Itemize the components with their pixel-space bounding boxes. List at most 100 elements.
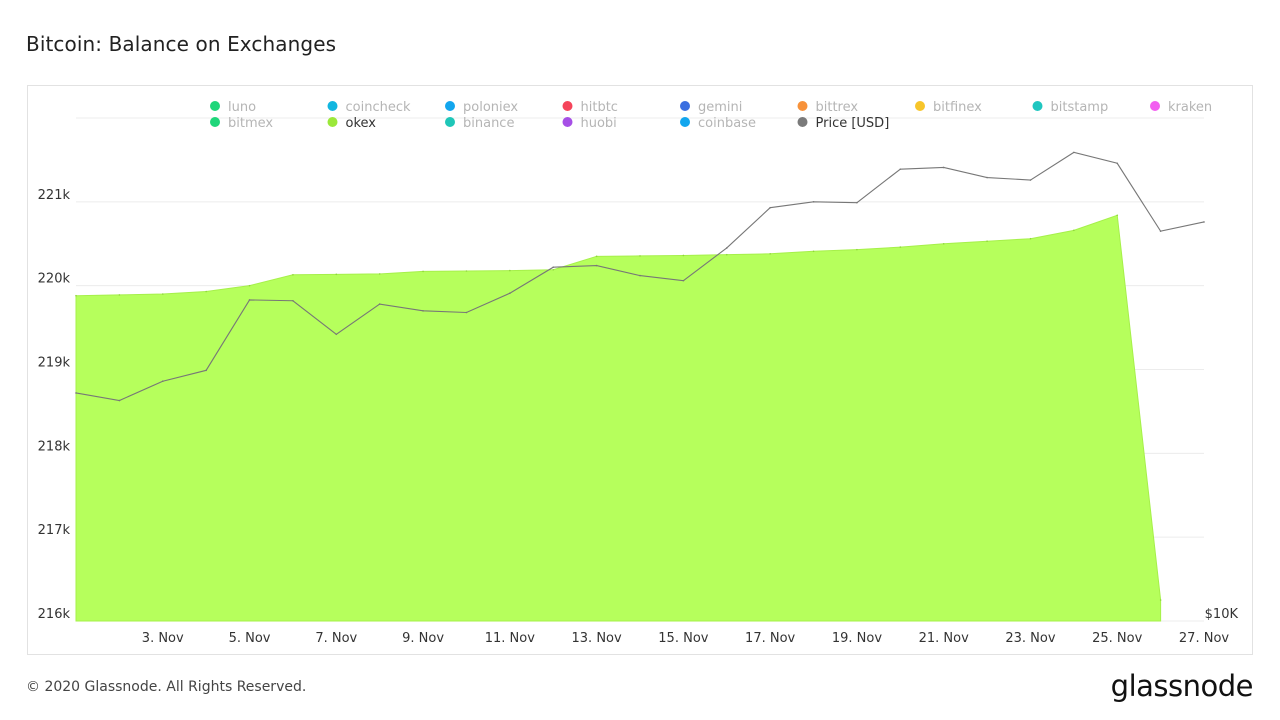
okex-point — [509, 269, 511, 272]
y-tick-label: 220k — [38, 272, 71, 287]
legend-item[interactable]: gemini — [680, 100, 742, 115]
x-tick-label: 25. Nov — [1092, 631, 1142, 646]
okex-point — [1116, 214, 1119, 217]
x-tick-label: 13. Nov — [572, 631, 622, 646]
legend-item[interactable]: bitfinex — [915, 100, 982, 115]
price-point — [942, 166, 945, 169]
glassnode-logo[interactable]: glassnode — [1110, 669, 1254, 703]
y-tick-label: 216k — [38, 607, 71, 622]
okex-point — [422, 270, 424, 273]
y-axis-right: $10K — [1205, 607, 1239, 622]
legend-marker-icon — [210, 101, 220, 111]
price-point — [769, 206, 771, 209]
price-point — [335, 333, 338, 336]
okex-point — [161, 293, 164, 295]
x-tick-label: 21. Nov — [919, 631, 969, 646]
x-tick-label: 23. Nov — [1005, 631, 1055, 646]
price-point — [725, 247, 728, 249]
price-point — [161, 380, 164, 383]
legend: luno coincheck poloniex hitbtc gemini bittrex… — [210, 100, 1212, 131]
price-point — [465, 311, 468, 314]
price-point — [1029, 179, 1032, 181]
legend-item[interactable]: bittrex — [797, 100, 859, 115]
x-tick-label: 27. Nov — [1179, 631, 1229, 646]
price-point — [509, 292, 511, 295]
legend-marker-icon — [1150, 101, 1160, 111]
okex-point — [292, 273, 294, 276]
x-axis: 3. Nov 5. Nov 7. Nov 9. Nov 11. Nov 13. Nov 15… — [142, 631, 1230, 646]
okex-area — [75, 214, 1162, 622]
price-point — [1116, 162, 1119, 165]
price-point — [1203, 221, 1205, 223]
okex-point — [378, 273, 381, 275]
x-tick-label: 5. Nov — [229, 631, 271, 646]
legend-label: bitmex — [228, 116, 273, 131]
legend-marker-icon — [562, 101, 573, 111]
okex-point — [986, 240, 988, 243]
okex-point — [595, 255, 598, 258]
legend-marker-icon — [680, 101, 690, 111]
legend-marker-icon — [445, 101, 455, 111]
legend-item[interactable]: kraken — [1150, 100, 1212, 115]
price-point — [986, 176, 988, 179]
okex-point — [75, 294, 77, 297]
legend-label: coinbase — [698, 116, 756, 131]
okex-point — [205, 290, 207, 293]
legend-label: coincheck — [346, 100, 411, 115]
okex-point — [1029, 237, 1032, 240]
legend-item[interactable]: bitstamp — [1032, 100, 1109, 115]
legend-item[interactable]: bitmex — [210, 116, 273, 131]
legend-marker-icon — [210, 117, 220, 127]
legend-item[interactable]: poloniex — [445, 100, 518, 115]
legend-item[interactable]: binance — [445, 116, 514, 131]
legend-marker-icon — [680, 117, 690, 127]
legend-item[interactable]: coinbase — [680, 116, 756, 131]
y-right-tick-label: $10K — [1205, 607, 1239, 622]
legend-item[interactable]: luno — [210, 100, 256, 115]
okex-point — [725, 253, 728, 256]
okex-point — [942, 242, 945, 245]
legend-label: gemini — [698, 100, 742, 115]
legend-marker-icon — [1032, 101, 1043, 111]
okex-point — [769, 253, 771, 255]
legend-label: binance — [463, 116, 514, 131]
y-tick-label: 218k — [38, 439, 71, 454]
price-point — [595, 264, 598, 267]
legend-label: poloniex — [463, 100, 518, 115]
okex-point — [1159, 599, 1162, 601]
y-axis: 216k 217k 218k 219k 220k 221k — [38, 188, 71, 622]
okex-point — [1073, 229, 1075, 232]
price-point — [682, 279, 685, 282]
legend-item[interactable]: hitbtc — [562, 100, 618, 115]
legend-marker-icon — [562, 117, 573, 127]
legend-label: bittrex — [816, 100, 859, 115]
legend-label: bitfinex — [933, 100, 982, 115]
price-point — [118, 399, 121, 402]
price-point — [812, 201, 815, 203]
okex-point — [248, 284, 251, 287]
okex-point — [465, 270, 468, 272]
okex-point — [856, 248, 858, 251]
legend-marker-icon — [327, 117, 338, 127]
price-point — [1073, 151, 1075, 154]
legend-item[interactable]: Price [USD] — [797, 116, 890, 131]
legend-label: bitstamp — [1051, 100, 1109, 115]
legend-label: kraken — [1168, 100, 1212, 115]
price-point — [639, 274, 641, 277]
legend-item[interactable]: okex — [327, 116, 377, 131]
price-point — [75, 392, 77, 394]
legend-label: huobi — [581, 116, 617, 131]
price-point — [1159, 230, 1162, 232]
price-point — [248, 299, 251, 301]
page-title: Bitcoin: Balance on Exchanges — [26, 32, 337, 56]
x-tick-label: 11. Nov — [485, 631, 535, 646]
legend-item[interactable]: coincheck — [327, 100, 411, 115]
price-line-layer — [75, 151, 1205, 402]
legend-item[interactable]: huobi — [562, 116, 617, 131]
legend-label: luno — [228, 100, 256, 115]
price-point — [292, 299, 294, 302]
price-point — [552, 266, 555, 269]
price-point — [378, 303, 381, 305]
okex-point — [118, 294, 121, 296]
